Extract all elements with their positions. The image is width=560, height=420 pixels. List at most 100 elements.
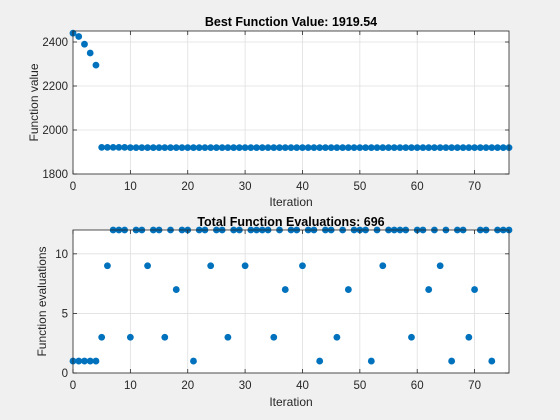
data-point — [104, 262, 111, 270]
data-point — [431, 144, 438, 152]
data-point — [224, 333, 232, 341]
data-point — [316, 357, 324, 365]
data-point — [476, 144, 484, 152]
data-point — [442, 144, 450, 152]
data-point — [413, 144, 421, 152]
data-point — [333, 144, 341, 152]
data-point — [161, 144, 169, 152]
data-point — [316, 144, 324, 152]
axes-background — [73, 230, 509, 373]
data-point — [264, 144, 272, 152]
data-point — [126, 333, 134, 341]
x-tick-label: 60 — [411, 380, 424, 392]
x-tick-label: 70 — [468, 380, 481, 392]
y-tick-label: 2400 — [42, 37, 68, 49]
data-point — [379, 144, 387, 152]
evaluations-axes: 0 10 20 30 40 50 60 70 0 5 10 Total Function Evalu… — [35, 215, 513, 409]
data-point — [339, 144, 347, 152]
data-point — [356, 144, 364, 152]
x-tick-label: 20 — [181, 181, 194, 193]
data-point — [241, 144, 249, 152]
data-point — [207, 144, 215, 152]
data-point — [230, 144, 238, 152]
data-point — [190, 357, 197, 365]
data-point — [155, 144, 163, 152]
x-tick-label: 10 — [124, 181, 137, 193]
x-tick-label: 50 — [353, 380, 366, 392]
data-point — [144, 262, 151, 270]
data-point — [379, 262, 387, 270]
data-point — [304, 144, 312, 152]
y-axis-label: Function value — [27, 63, 41, 141]
data-point — [270, 144, 278, 152]
data-point — [92, 357, 100, 365]
data-point — [390, 144, 398, 152]
data-point — [293, 144, 301, 152]
data-point — [482, 144, 490, 152]
y-tick-label: 2000 — [42, 125, 68, 137]
data-point — [459, 144, 467, 152]
axes-background — [73, 31, 509, 174]
data-point — [367, 144, 375, 152]
y-tick-label: 1800 — [42, 169, 68, 181]
data-point — [494, 144, 501, 152]
y-tick-label: 2200 — [42, 81, 68, 93]
data-point — [98, 333, 106, 341]
data-point — [373, 144, 381, 152]
data-point — [224, 144, 232, 152]
data-point — [465, 333, 473, 341]
data-point — [104, 143, 111, 151]
data-point — [241, 262, 249, 270]
data-point — [281, 144, 289, 152]
data-point — [465, 144, 473, 152]
data-point — [419, 144, 427, 152]
data-point — [235, 144, 243, 152]
data-point — [132, 144, 140, 152]
x-tick-label: 20 — [181, 380, 194, 392]
data-point — [121, 143, 129, 151]
axes-box — [72, 30, 510, 175]
data-point — [258, 144, 266, 152]
data-point — [276, 144, 283, 152]
data-point — [195, 144, 203, 152]
data-point — [281, 286, 289, 293]
data-point — [247, 144, 255, 152]
data-point — [408, 144, 415, 152]
data-point — [471, 144, 478, 152]
axes-box — [72, 229, 510, 374]
data-point — [81, 357, 88, 365]
data-point — [408, 333, 415, 341]
data-point — [149, 144, 157, 152]
data-point — [499, 144, 507, 152]
data-point — [98, 143, 106, 151]
x-tick-label: 60 — [411, 181, 424, 193]
data-point — [471, 286, 478, 293]
data-point — [92, 61, 100, 69]
data-point — [75, 33, 83, 40]
x-tick-label: 0 — [70, 380, 76, 392]
data-point — [207, 262, 215, 270]
data-point — [138, 144, 146, 152]
ticks: 0 10 20 30 40 50 60 70 1800 2000 2200 2400 — [42, 31, 509, 193]
chart-title: Best Function Value: 1919.54 — [205, 15, 377, 29]
data-point — [178, 144, 186, 152]
data-point — [333, 333, 341, 341]
data-point — [448, 144, 456, 152]
y-tick-label: 0 — [62, 368, 68, 380]
data-point — [327, 144, 335, 152]
x-tick-label: 0 — [70, 181, 76, 193]
data-point — [161, 333, 169, 341]
data-point — [201, 144, 209, 152]
data-point — [402, 144, 410, 152]
chart-title: Total Function Evaluations: 696 — [197, 215, 384, 229]
x-tick-label: 30 — [239, 181, 252, 193]
data-point — [126, 144, 134, 152]
data-point — [367, 357, 375, 365]
data-point — [213, 144, 220, 152]
x-axis-label: Iteration — [269, 395, 312, 409]
data-point — [344, 286, 352, 293]
data-point — [488, 357, 496, 365]
data-point — [488, 144, 496, 152]
x-axis-label: Iteration — [269, 195, 312, 209]
